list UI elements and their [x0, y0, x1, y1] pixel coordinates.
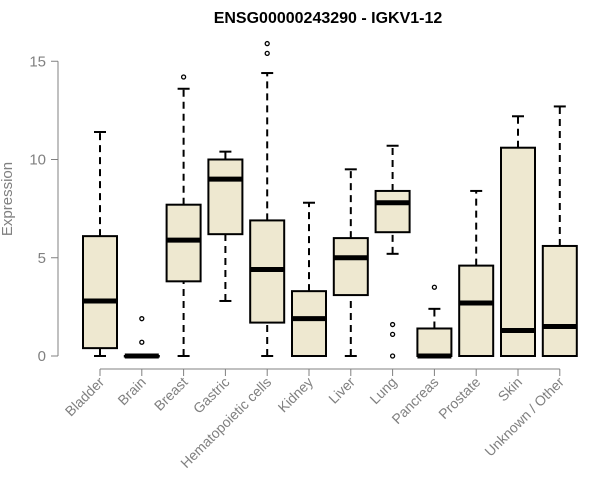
y-tick-label: 10 [29, 152, 46, 169]
outlier-point [264, 40, 270, 47]
y-axis-label: Expression [0, 162, 16, 236]
y-tick-label: 0 [38, 348, 46, 365]
box-brain [123, 316, 160, 359]
box-skin [500, 115, 536, 357]
box-bladder [82, 130, 118, 357]
outlier-point [389, 331, 396, 338]
x-tick-label: Lung [366, 374, 399, 407]
y-tick-label: 5 [38, 250, 46, 267]
box-unknown-other [541, 105, 578, 358]
box-liver [332, 168, 369, 357]
box-iqr [500, 146, 536, 357]
box-breast [165, 74, 202, 357]
box-kidney [291, 201, 327, 357]
x-tick-label: Kidney [275, 374, 317, 416]
x-tick-label: Bladder [62, 374, 108, 420]
box-iqr [207, 158, 244, 236]
outlier-point [431, 284, 438, 290]
outlier-point [264, 50, 270, 57]
box-iqr [374, 189, 411, 234]
boxes [82, 40, 578, 359]
outlier-point [180, 74, 187, 80]
box-prostate [458, 189, 495, 357]
y-tick-label: 15 [29, 53, 46, 70]
box-gastric [207, 150, 244, 302]
outlier-point [139, 316, 145, 322]
box-iqr [541, 244, 578, 358]
box-iqr [416, 327, 453, 357]
chart-title: ENSG00000243290 - IGKV1-12 [214, 10, 443, 27]
x-tick-label: Skin [495, 374, 526, 405]
outlier-point [139, 339, 145, 345]
x-tick-label: Brain [114, 374, 148, 408]
x-tick-label: Breast [151, 374, 191, 414]
outlier-point [389, 321, 396, 328]
outlier-point [389, 353, 396, 359]
x-tick-label: Unknown / Other [481, 374, 567, 460]
box-iqr [165, 203, 202, 283]
x-tick-label: Prostate [435, 374, 483, 422]
box-iqr [458, 264, 495, 357]
box-lung [374, 144, 411, 359]
box-iqr [291, 290, 327, 357]
box-pancreas [416, 284, 453, 359]
box-iqr [332, 237, 369, 297]
box-hematopoietic-cells [249, 40, 286, 357]
x-tick-label: Liver [325, 374, 358, 407]
box-iqr [82, 235, 118, 350]
